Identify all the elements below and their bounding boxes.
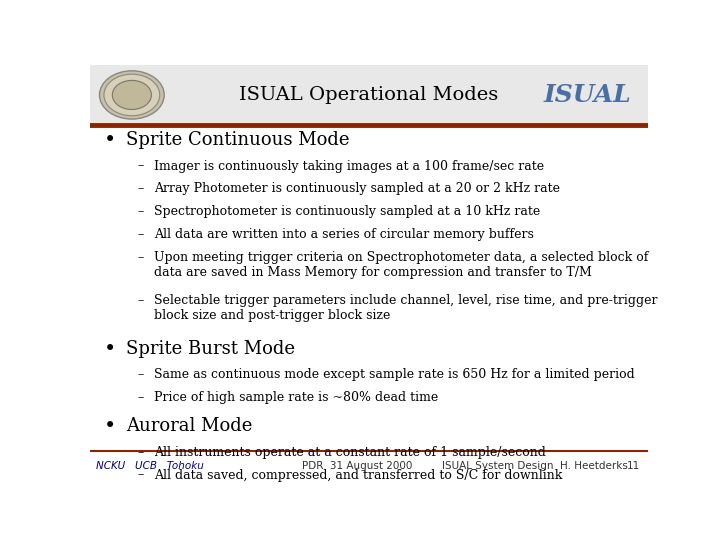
Text: –: –: [138, 469, 144, 482]
Text: 11: 11: [626, 461, 639, 471]
Circle shape: [99, 71, 164, 119]
Text: Upon meeting trigger criteria on Spectrophotometer data, a selected block of
dat: Upon meeting trigger criteria on Spectro…: [154, 251, 649, 279]
Text: Spectrophotometer is continuously sampled at a 10 kHz rate: Spectrophotometer is continuously sample…: [154, 205, 541, 218]
Text: ISUAL: ISUAL: [544, 83, 631, 107]
Text: –: –: [138, 228, 144, 241]
Text: Sprite Continuous Mode: Sprite Continuous Mode: [126, 131, 350, 150]
Text: All instruments operate at a constant rate of 1 sample/second: All instruments operate at a constant ra…: [154, 446, 546, 458]
Text: –: –: [138, 160, 144, 173]
Text: ISUAL Operational Modes: ISUAL Operational Modes: [239, 86, 499, 104]
Text: Same as continuous mode except sample rate is 650 Hz for a limited period: Same as continuous mode except sample ra…: [154, 368, 635, 381]
Text: •: •: [104, 131, 116, 150]
Text: –: –: [138, 294, 144, 307]
Text: –: –: [138, 183, 144, 195]
Text: Array Photometer is continuously sampled at a 20 or 2 kHz rate: Array Photometer is continuously sampled…: [154, 183, 560, 195]
Text: Auroral Mode: Auroral Mode: [126, 417, 253, 435]
Text: PDR  31 August 2000: PDR 31 August 2000: [302, 461, 413, 471]
Text: All data saved, compressed, and transferred to S/C for downlink: All data saved, compressed, and transfer…: [154, 469, 562, 482]
FancyBboxPatch shape: [90, 65, 648, 125]
Text: NCKU   UCB   Tohoku: NCKU UCB Tohoku: [96, 461, 204, 471]
Text: ISUAL System Design  H. Heetderks: ISUAL System Design H. Heetderks: [441, 461, 627, 471]
Text: Price of high sample rate is ~80% dead time: Price of high sample rate is ~80% dead t…: [154, 391, 438, 404]
Text: Sprite Burst Mode: Sprite Burst Mode: [126, 340, 295, 358]
Text: –: –: [138, 251, 144, 264]
Circle shape: [104, 74, 160, 116]
Circle shape: [112, 80, 151, 110]
Text: –: –: [138, 391, 144, 404]
Text: –: –: [138, 205, 144, 218]
Text: •: •: [104, 340, 116, 359]
Text: •: •: [104, 417, 116, 436]
Text: –: –: [138, 446, 144, 458]
Text: All data are written into a series of circular memory buffers: All data are written into a series of ci…: [154, 228, 534, 241]
Text: Imager is continuously taking images at a 100 frame/sec rate: Imager is continuously taking images at …: [154, 160, 544, 173]
Text: –: –: [138, 368, 144, 381]
Text: Selectable trigger parameters include channel, level, rise time, and pre-trigger: Selectable trigger parameters include ch…: [154, 294, 657, 322]
